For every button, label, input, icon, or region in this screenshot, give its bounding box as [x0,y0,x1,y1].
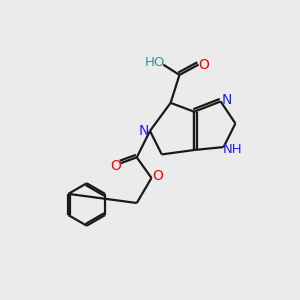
Text: HO: HO [145,56,165,69]
Text: N: N [138,124,149,138]
Text: O: O [110,159,121,172]
Text: O: O [152,169,164,184]
Text: O: O [198,58,209,72]
Text: NH: NH [223,143,243,156]
Text: N: N [222,93,232,107]
